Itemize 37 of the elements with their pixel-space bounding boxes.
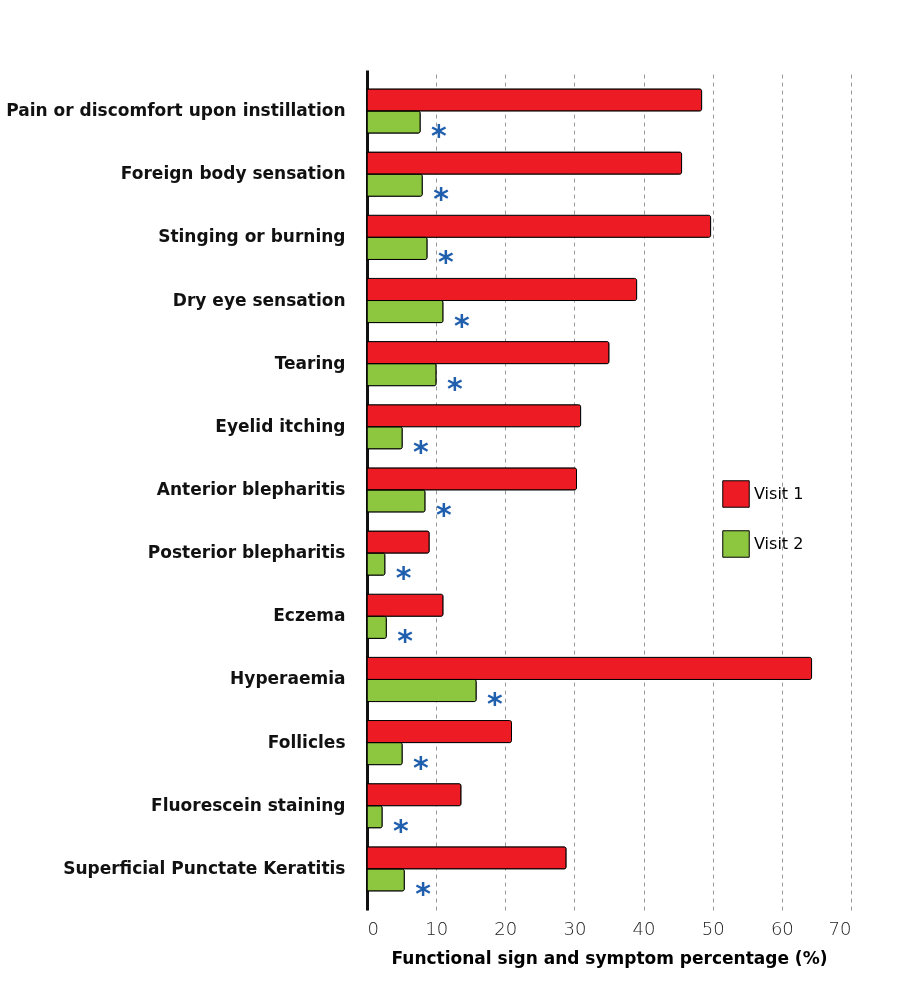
x-tick-label: 70 [828,917,852,939]
x-tick-label: 30 [563,917,587,939]
x-tick-label: 60 [770,917,794,939]
x-tick-label: 40 [632,917,656,939]
annotation: * [435,497,452,532]
x-tick-label: 50 [701,917,725,939]
annotation: * [433,181,450,217]
x-axis-title: Functional sign and symptom percentage (%) [391,947,828,968]
y-tick-label: Eczema [273,605,346,626]
y-tick-label: Hyperaemia [230,668,346,689]
y-tick-label: Anterior blepharitis [156,479,346,499]
annotation: * [431,118,448,154]
x-tick-label: 20 [494,917,518,939]
y-tick-label: Stinging or burning [158,226,346,247]
y-tick-label: Foreign body sensation [120,163,346,184]
x-tick-label: 0 [367,917,379,939]
legend-label: Visit 1 [754,484,804,503]
annotation: * [415,875,432,911]
annotation: * [397,623,414,659]
y-tick-label: Pain or discomfort upon instillation [6,100,346,121]
y-tick-label: Posterior blepharitis [147,542,346,563]
annotation: * [413,433,430,469]
y-tick-label: Fluorescein staining [151,794,346,815]
annotation: * [395,560,412,596]
annotation: * [437,244,454,280]
y-tick-label: Eyelid itching [215,415,346,436]
annotation: * [487,686,504,722]
annotation: * [453,307,470,343]
x-tick-label: 10 [425,917,449,939]
annotation: * [393,812,410,848]
annotation: * [413,749,430,785]
annotation: * [446,370,463,406]
legend-label: Visit 2 [754,534,804,553]
y-tick-label: Superficial Punctate Keratitis [63,857,346,878]
y-tick-label: Follicles [267,731,346,752]
y-tick-label: Dry eye sensation [172,289,346,310]
y-tick-label: Tearing [274,352,346,373]
